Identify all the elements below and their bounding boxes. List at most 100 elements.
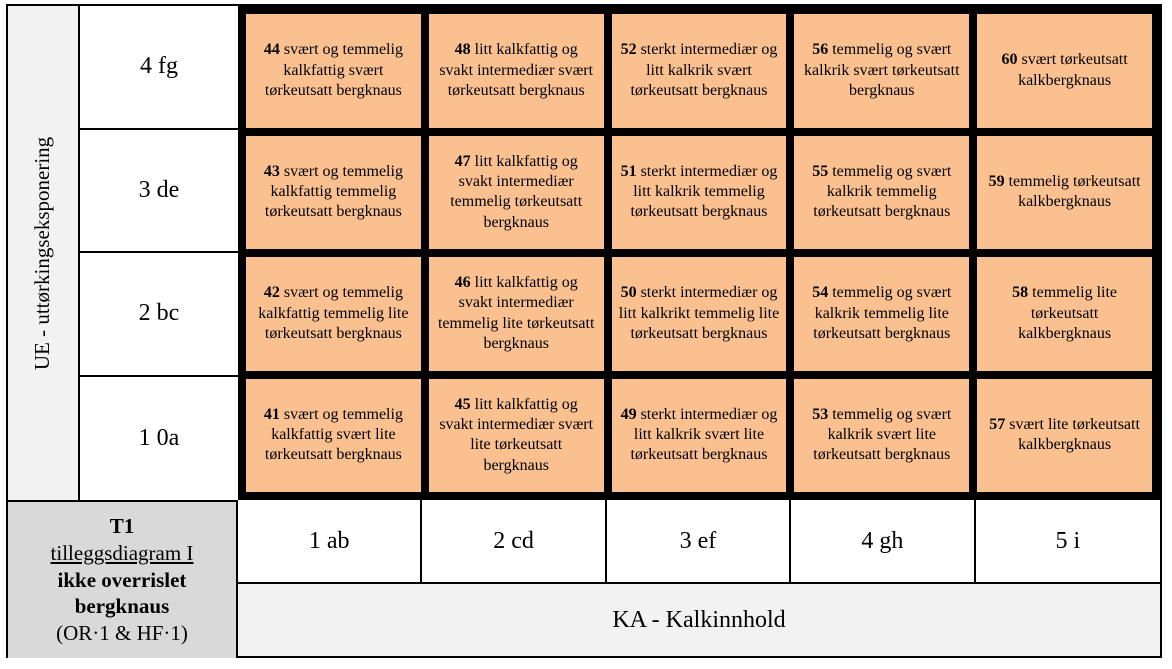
row-label-3de: 3 de xyxy=(80,129,238,253)
cell-content: 55 temmelig og svært kalkrik temmelig tø… xyxy=(801,162,962,223)
cell-number: 46 xyxy=(454,274,471,292)
cell-text: sterkt intermediær og litt kalkrikt temm… xyxy=(618,284,780,342)
cell-number: 51 xyxy=(620,162,637,180)
matrix-cell-48: 48 litt kalkfattig og svakt intermediær … xyxy=(428,14,604,128)
cell-text: sterkt intermediær og litt kalkrik temme… xyxy=(630,162,778,221)
cell-number: 47 xyxy=(454,152,471,170)
matrix-cell-59: 59 temmelig tørkeutsatt kalkbergknaus xyxy=(977,135,1152,249)
cell-text: svært og temmelig kalkfattig svært lite … xyxy=(264,405,403,464)
matrix-cell-45: 45 litt kalkfattig og svakt intermediær … xyxy=(428,378,604,492)
x-axis-title-row: KA - Kalkinnhold xyxy=(238,584,1160,656)
cell-content: 45 litt kalkfattig og svakt intermediær … xyxy=(436,395,597,476)
cell-content: 53 temmelig og svært kalkrik svært lite … xyxy=(801,405,962,466)
matrix-cell-52: 52 sterkt intermediær og litt kalkrik sv… xyxy=(611,14,787,128)
cell-number: 44 xyxy=(263,41,280,59)
cell-number: 52 xyxy=(620,41,637,59)
diagram-corner-title: T1 tilleggsdiagram I ikke overrislet ber… xyxy=(8,500,238,658)
matrix-cell-58: 58 temmelig lite tørkeutsatt kalkbergkna… xyxy=(977,257,1152,371)
cell-number: 56 xyxy=(812,41,829,59)
col-label-3ef: 3 ef xyxy=(607,500,792,582)
cell-text: svært og temmelig kalkfattig svært tørke… xyxy=(264,41,403,99)
cell-number: 49 xyxy=(620,405,637,423)
cell-content: 50 sterkt intermediær og litt kalkrikt t… xyxy=(619,283,780,344)
cell-text: svært og temmelig kalkfattig temmelig tø… xyxy=(264,162,403,221)
cell-content: 43 svært og temmelig kalkfattig temmelig… xyxy=(253,162,414,223)
matrix-cell-44: 44 svært og temmelig kalkfattig svært tø… xyxy=(246,14,421,128)
row-label-4fg: 4 fg xyxy=(80,6,238,130)
matrix-cell-55: 55 temmelig og svært kalkrik temmelig tø… xyxy=(794,135,970,249)
cell-content: 58 temmelig lite tørkeutsatt kalkbergkna… xyxy=(984,283,1145,344)
corner-codes: (OR·1 & HF·1) xyxy=(56,620,188,645)
cell-number: 57 xyxy=(989,415,1006,433)
matrix-cell-53: 53 temmelig og svært kalkrik svært lite … xyxy=(794,378,970,492)
cell-text: litt kalkfattig og svakt intermediær tem… xyxy=(437,274,595,353)
matrix-cell-50: 50 sterkt intermediær og litt kalkrikt t… xyxy=(611,257,787,371)
matrix-cell-46: 46 litt kalkfattig og svakt intermediær … xyxy=(428,257,604,371)
matrix-cell-42: 42 svært og temmelig kalkfattig temmelig… xyxy=(246,257,421,371)
cell-text: litt kalkfattig og svakt intermediær tem… xyxy=(450,152,583,231)
cell-number: 54 xyxy=(812,284,829,302)
cell-number: 48 xyxy=(454,41,471,59)
cell-content: 51 sterkt intermediær og litt kalkrik te… xyxy=(619,162,780,223)
cell-text: litt kalkfattig og svakt intermediær svæ… xyxy=(439,41,594,99)
y-axis-title: UE - uttørkingseksponering xyxy=(30,136,55,370)
matrix-cell-51: 51 sterkt intermediær og litt kalkrik te… xyxy=(611,135,787,249)
cell-text: temmelig og svært kalkrik svært tørkeuts… xyxy=(804,41,960,99)
cell-content: 48 litt kalkfattig og svakt intermediær … xyxy=(436,40,597,101)
row-label-10a: 1 0a xyxy=(80,376,238,500)
col-label-4gh: 4 gh xyxy=(791,500,976,582)
row-labels-column: 4 fg 3 de 2 bc 1 0a xyxy=(80,6,238,500)
matrix-cell-41: 41 svært og temmelig kalkfattig svært li… xyxy=(246,378,421,492)
matrix-cell-54: 54 temmelig og svært kalkrik temmelig li… xyxy=(794,257,970,371)
col-label-1ab: 1 ab xyxy=(238,500,423,582)
cell-content: 57 svært lite tørkeutsatt kalkbergknaus xyxy=(984,415,1145,456)
cell-content: 47 litt kalkfattig og svakt intermediær … xyxy=(436,152,597,233)
cell-content: 49 sterkt intermediær og litt kalkrik sv… xyxy=(619,405,780,466)
cell-text: temmelig og svært kalkrik temmelig tørke… xyxy=(813,162,952,221)
cell-content: 59 temmelig tørkeutsatt kalkbergknaus xyxy=(984,172,1145,213)
cell-number: 42 xyxy=(263,284,280,302)
col-label-5i: 5 i xyxy=(1055,527,1081,554)
cell-number: 45 xyxy=(454,395,471,413)
cell-text: sterkt intermediær og litt kalkrik svært… xyxy=(630,41,778,99)
cell-text: temmelig og svært kalkrik temmelig lite … xyxy=(813,284,952,342)
matrix-cell-56: 56 temmelig og svært kalkrik svært tørke… xyxy=(794,14,970,128)
cell-text: sterkt intermediær og litt kalkrik svært… xyxy=(630,405,778,464)
matrix-cell-43: 43 svært og temmelig kalkfattig temmelig… xyxy=(246,135,421,249)
matrix-cell-60: 60 svært tørkeutsatt kalkbergknaus xyxy=(977,14,1152,128)
cell-number: 41 xyxy=(263,405,280,423)
classification-diagram: UE - uttørkingseksponering 4 fg 3 de 2 b… xyxy=(6,4,1162,658)
cell-number: 50 xyxy=(620,284,637,302)
cell-content: 54 temmelig og svært kalkrik temmelig li… xyxy=(801,283,962,344)
cell-content: 44 svært og temmelig kalkfattig svært tø… xyxy=(253,40,414,101)
cell-text: litt kalkfattig og svakt intermediær svæ… xyxy=(439,395,594,474)
cell-text: svært lite tørkeutsatt kalkbergknaus xyxy=(1009,415,1140,454)
cell-text: temmelig lite tørkeutsatt kalkbergknaus xyxy=(1018,284,1118,342)
cell-number: 59 xyxy=(988,172,1005,190)
matrix-cell-47: 47 litt kalkfattig og svakt intermediær … xyxy=(428,135,604,249)
cell-number: 53 xyxy=(812,405,829,423)
cell-number: 60 xyxy=(1001,51,1018,69)
x-axis-title: KA - Kalkinnhold xyxy=(612,606,786,633)
col-label-2cd: 2 cd xyxy=(422,500,607,582)
cell-content: 42 svært og temmelig kalkfattig temmelig… xyxy=(253,283,414,344)
cell-number: 43 xyxy=(263,162,280,180)
corner-type-name: ikke overrislet bergknaus xyxy=(57,567,187,619)
matrix-cell-57: 57 svært lite tørkeutsatt kalkbergknaus xyxy=(977,378,1152,492)
cell-number: 58 xyxy=(1012,284,1029,302)
cell-content: 56 temmelig og svært kalkrik svært tørke… xyxy=(801,40,962,101)
column-labels-row: 1 ab 2 cd 3 ef 4 gh 5 i xyxy=(238,500,1160,584)
cell-number: 55 xyxy=(812,162,829,180)
cell-content: 60 svært tørkeutsatt kalkbergknaus xyxy=(984,50,1145,91)
cell-content: 41 svært og temmelig kalkfattig svært li… xyxy=(253,405,414,466)
cell-content: 46 litt kalkfattig og svakt intermediær … xyxy=(436,273,597,354)
cell-text: temmelig tørkeutsatt kalkbergknaus xyxy=(1008,172,1141,211)
corner-title: T1 xyxy=(109,514,135,539)
matrix-cell-49: 49 sterkt intermediær og litt kalkrik sv… xyxy=(611,378,787,492)
cell-text: svært tørkeutsatt kalkbergknaus xyxy=(1018,51,1128,89)
cell-text: svært og temmelig kalkfattig temmelig li… xyxy=(258,284,409,342)
y-axis-label-column: UE - uttørkingseksponering xyxy=(8,6,80,500)
cell-text: temmelig og svært kalkrik svært lite tør… xyxy=(813,405,952,464)
row-label-2bc: 2 bc xyxy=(80,253,238,377)
corner-subtitle: tilleggsdiagram I xyxy=(50,541,194,566)
